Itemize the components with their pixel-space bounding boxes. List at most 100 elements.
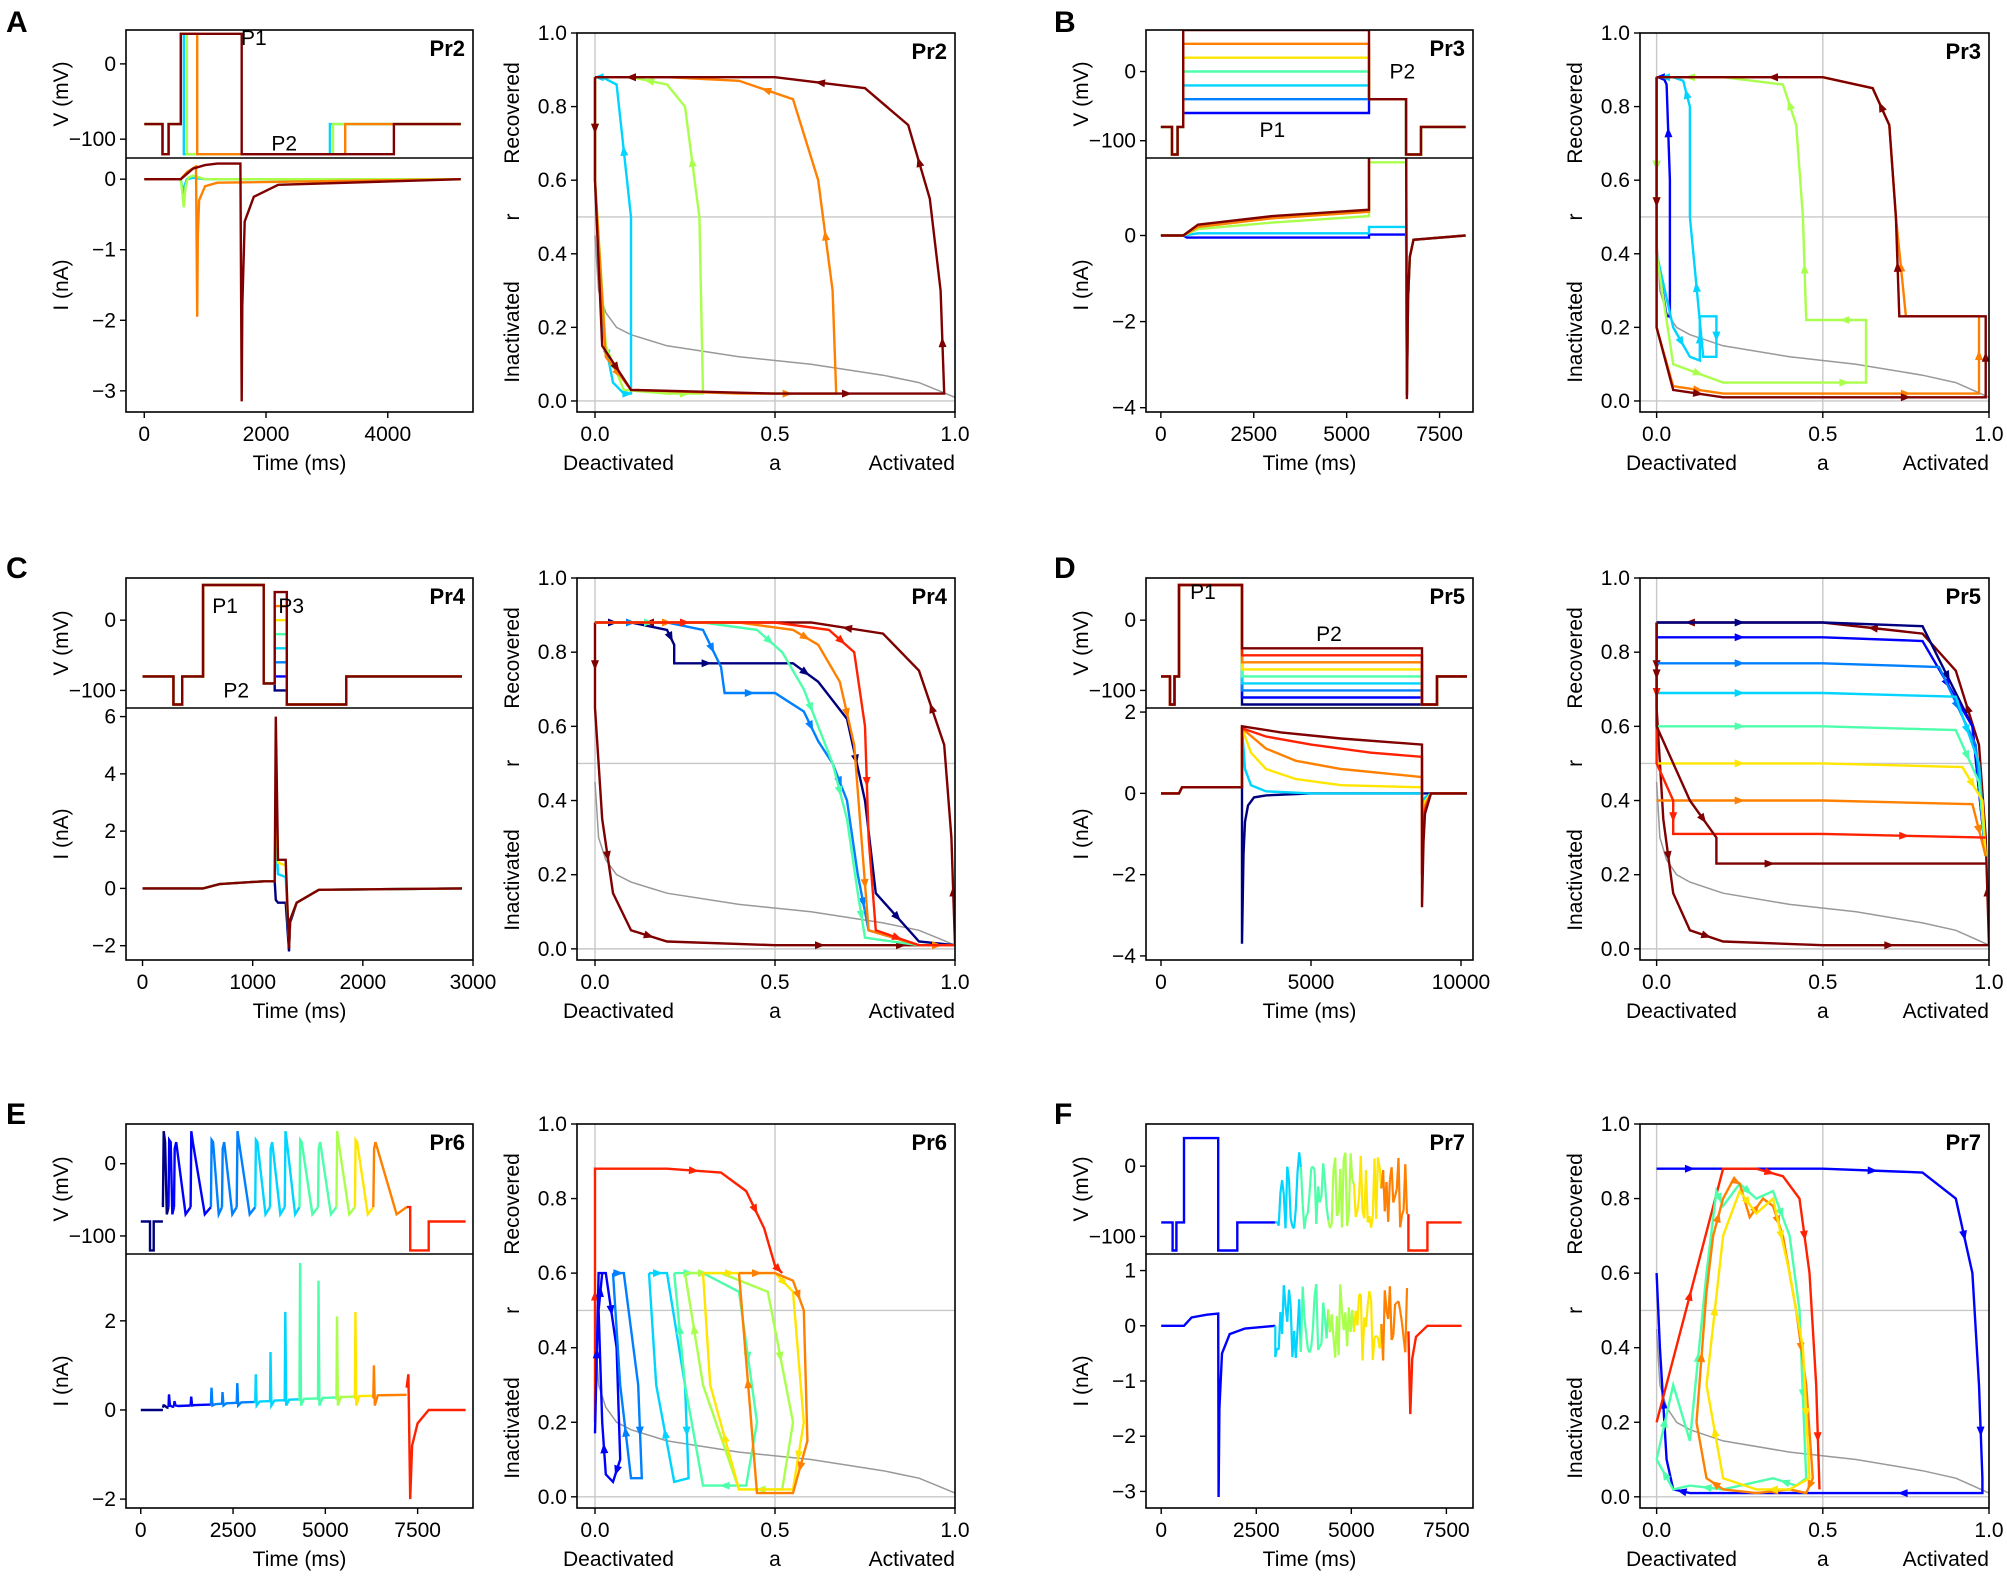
- phase-arrowhead: [1973, 824, 1982, 836]
- panel-letter: B: [1054, 6, 1076, 39]
- voltage-trace: [1161, 583, 1467, 706]
- phase-arrowhead: [1779, 1479, 1791, 1488]
- phase-arrowhead: [891, 910, 901, 922]
- phase-arrowhead: [856, 909, 865, 921]
- current-trace: [144, 164, 461, 317]
- trace-axes-frame: [1145, 1123, 1474, 1509]
- y-tick-label: −3: [92, 380, 116, 403]
- voltage-trace: [353, 1136, 375, 1218]
- current-trace: [1407, 1324, 1462, 1415]
- phase-arrowhead: [600, 1443, 609, 1454]
- y-tick-label: 0.8: [1601, 1188, 1630, 1211]
- phase-arrowhead: [1711, 1426, 1720, 1438]
- phase-arrowhead: [1768, 73, 1778, 82]
- phase-arrowhead: [1662, 1470, 1671, 1481]
- phase-arrowhead: [834, 785, 843, 797]
- current-trace: [268, 1351, 285, 1410]
- phase-arrowhead: [1801, 1407, 1810, 1418]
- phase-arrowhead: [1659, 1417, 1668, 1429]
- y-tick-label: 0.2: [538, 1411, 567, 1434]
- y-tick-label: 2: [104, 1310, 116, 1333]
- phase-arrowhead: [1959, 1230, 1967, 1241]
- phase-trajectory: [1655, 1167, 1984, 1495]
- protocol-label: Pr2: [912, 39, 947, 64]
- current-trace: [335, 1316, 355, 1406]
- phase-arrowhead: [613, 1269, 624, 1278]
- phase-arrowhead: [719, 1481, 730, 1490]
- current-trace: [1161, 1312, 1276, 1498]
- phase-arrowhead: [688, 156, 697, 168]
- x-tick-label: 0: [1155, 1519, 1167, 1542]
- current-trace: [1375, 1334, 1379, 1339]
- phase-arrowhead: [725, 1269, 735, 1278]
- x-tick-label: 0: [1155, 423, 1167, 446]
- phase-arrowhead: [591, 123, 599, 134]
- y-tick-label: 0: [1124, 1315, 1136, 1338]
- phase-arrowhead: [1899, 831, 1910, 840]
- phase-arrowhead: [792, 1289, 801, 1301]
- phase-arrowhead: [1664, 127, 1673, 138]
- phase-ylabel-mid: r: [501, 213, 524, 220]
- phase-arrowhead: [1663, 850, 1672, 862]
- current-axis-label: I (nA): [50, 1355, 73, 1406]
- phase-arrowhead: [772, 1263, 783, 1273]
- y-tick-label: 1.0: [1601, 567, 1630, 590]
- voltage-trace: [1299, 1167, 1304, 1205]
- panel-letter: C: [6, 552, 28, 585]
- y-tick-label: 0: [1124, 1155, 1136, 1178]
- voltage-trace: [283, 1131, 301, 1218]
- phase-arrowhead: [591, 660, 599, 671]
- voltage-trace: [142, 583, 462, 706]
- y-tick-label: −100: [69, 1225, 116, 1248]
- y-tick-label: 0.4: [1601, 790, 1631, 813]
- current-trace: [372, 1365, 407, 1406]
- panel-letter: E: [6, 1098, 26, 1131]
- phase-xlabel-right: Activated: [1903, 1548, 1989, 1571]
- protocol-label: Pr7: [1946, 1130, 1981, 1155]
- phase-arrowhead: [643, 930, 654, 939]
- x-tick-label: 1.0: [1974, 1519, 2003, 1542]
- x-tick-label: 5000: [1323, 423, 1370, 446]
- phase-arrowhead: [1734, 796, 1745, 805]
- phase-ylabel-top: Recovered: [1564, 1153, 1587, 1255]
- phase-trajectory: [593, 1167, 784, 1423]
- phase-ylabel-top: Recovered: [501, 62, 524, 164]
- current-trace: [1305, 1333, 1309, 1349]
- voltage-traces: [142, 583, 462, 706]
- phase-arrowhead: [1714, 1192, 1722, 1204]
- phase-arrowhead: [1965, 703, 1973, 714]
- current-trace: [298, 1262, 319, 1406]
- phase-traces: [577, 33, 955, 412]
- y-tick-label: 0: [104, 877, 116, 900]
- phase-arrowhead: [662, 1428, 671, 1440]
- x-tick-label: 1000: [229, 971, 276, 994]
- x-tick-label: 0.0: [580, 1519, 609, 1542]
- protocol-step-label: P2: [271, 132, 297, 155]
- voltage-trace: [1359, 1155, 1364, 1211]
- voltage-trace: [1344, 1152, 1349, 1227]
- steady-state-curve: [594, 1328, 955, 1494]
- current-trace: [1382, 1290, 1386, 1361]
- phase-arrowhead: [842, 389, 852, 398]
- x-tick-label: 0.0: [580, 971, 609, 994]
- phase-arrowhead: [841, 707, 850, 719]
- x-tick-label: 0.5: [760, 1519, 789, 1542]
- phase-arrowhead: [1800, 263, 1809, 274]
- phase-trajectory: [647, 1271, 690, 1484]
- current-axis-label: I (nA): [1070, 808, 1093, 859]
- voltage-trace: [1354, 1210, 1359, 1218]
- current-axis-label: I (nA): [1070, 259, 1093, 310]
- phase-ylabel-bottom: Inactivated: [1564, 1377, 1587, 1479]
- phase-arrowhead: [1701, 1484, 1712, 1493]
- phase-arrowhead: [805, 701, 813, 713]
- y-tick-label: 0.2: [538, 864, 567, 887]
- phase-arrowhead: [1764, 859, 1775, 868]
- current-trace: [1311, 1295, 1316, 1329]
- y-tick-label: 0.4: [538, 243, 568, 266]
- phase-trajectory: [1655, 622, 1986, 865]
- phase-xlabel-left: Deactivated: [563, 1000, 674, 1023]
- voltage-trace: [1306, 1194, 1311, 1214]
- x-tick-label: 0.0: [1642, 971, 1671, 994]
- phase-arrowhead: [622, 1426, 631, 1438]
- y-tick-label: 0.2: [1601, 316, 1630, 339]
